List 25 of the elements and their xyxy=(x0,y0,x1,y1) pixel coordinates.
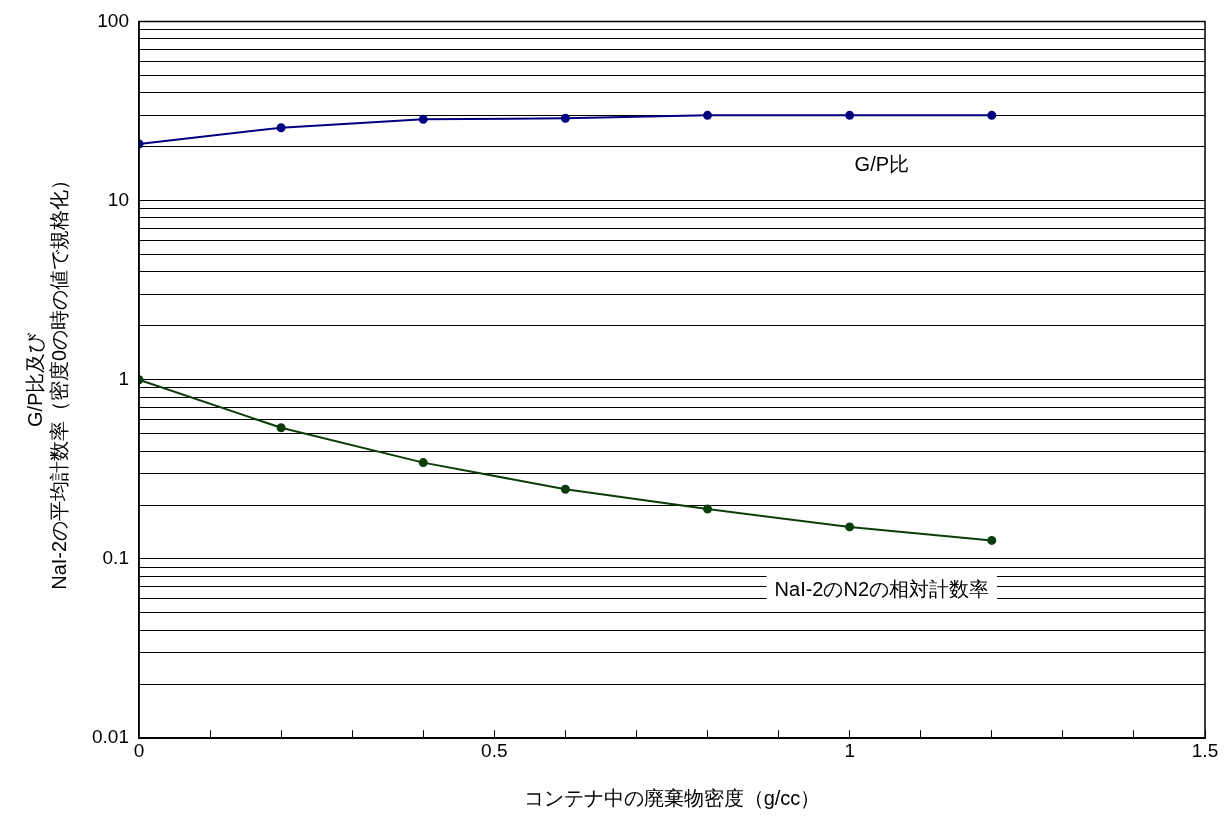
x-axis-title: コンテナ中の廃棄物密度（g/cc） xyxy=(523,786,821,809)
x-tick-label: 1 xyxy=(844,739,855,761)
point xyxy=(703,110,713,120)
y-tick-label: 100 xyxy=(97,9,129,31)
y-tick-label: 10 xyxy=(107,188,129,210)
y-axis-title: G/P比及び NaI-2の平均計数率（密度0の時の値で規格化） xyxy=(23,169,70,590)
point xyxy=(560,113,570,123)
y-tick-label: 0.1 xyxy=(102,547,129,569)
series-label: NaI-2のN2の相対計数率 xyxy=(774,577,990,600)
point xyxy=(276,423,286,433)
point xyxy=(987,110,997,120)
point xyxy=(418,458,428,468)
point xyxy=(418,114,428,124)
point xyxy=(703,504,713,514)
x-tick-label: 0 xyxy=(133,739,145,761)
y-tick-label: 1 xyxy=(118,368,129,390)
x-tick-label: 0.5 xyxy=(481,739,508,761)
point xyxy=(560,484,570,494)
point xyxy=(845,522,855,532)
series-label: G/P比 xyxy=(854,152,910,175)
point xyxy=(845,110,855,120)
x-tick-label: 1.5 xyxy=(1191,739,1219,761)
point xyxy=(276,123,286,133)
y-tick-label: 0.01 xyxy=(92,726,129,748)
point xyxy=(987,535,997,545)
